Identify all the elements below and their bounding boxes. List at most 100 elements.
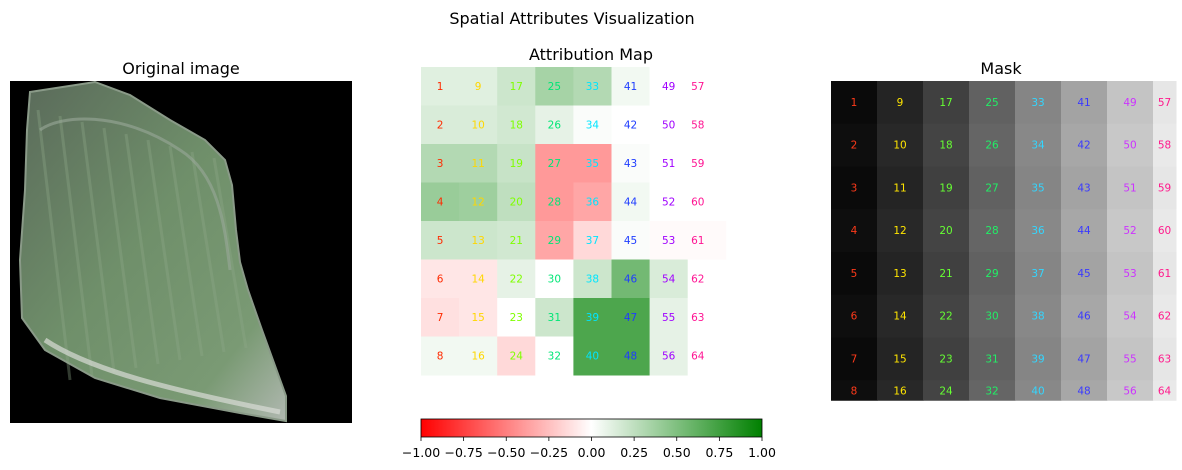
colorbar-ticks: −1.00 −0.75 −0.50 −0.25 0.00 0.25 0.50 0.75 1.00 [402, 437, 776, 460]
attribution-cell [497, 221, 536, 260]
attribution-cell [649, 105, 689, 145]
mask-segment-label: 42 [1077, 140, 1090, 152]
attribution-cell [649, 221, 689, 260]
mask-cell [1061, 81, 1108, 125]
attribution-segment-label: 12 [471, 196, 484, 208]
mask-segment-label: 35 [1031, 182, 1044, 194]
attribution-cell [649, 144, 689, 183]
attribution-segment-label: 57 [691, 81, 704, 93]
mask-segment-label: 18 [939, 140, 952, 152]
mask-cell [1153, 380, 1177, 401]
attribution-segment-label: 3 [437, 158, 444, 170]
mask-segment-label: 61 [1158, 268, 1171, 280]
attribution-segment-label: 60 [691, 196, 704, 208]
attribution-segment-label: 10 [471, 119, 484, 131]
attribution-cell [573, 182, 612, 222]
mask-cell [1015, 294, 1062, 338]
attribution-segment-label: 23 [510, 312, 523, 324]
attribution-cell [611, 67, 651, 106]
attribution-cell [573, 336, 612, 376]
mask-cell [831, 209, 878, 253]
mask-cell [1107, 294, 1154, 338]
attribution-cell [535, 67, 574, 106]
mask-segment-label: 22 [939, 311, 952, 323]
mask-cell [877, 166, 924, 210]
attribution-segment-label: 28 [548, 196, 561, 208]
mask-segment-label: 36 [1031, 225, 1045, 237]
mask-cell [1107, 81, 1154, 125]
figure-suptitle: Spatial Attributes Visualization [449, 9, 694, 28]
attribution-segment-label: 42 [624, 119, 637, 131]
attribution-segment-label: 38 [586, 273, 599, 285]
attribution-segment-label: 1 [437, 81, 444, 93]
mask-cell [1061, 123, 1108, 167]
mask-cell [1061, 294, 1108, 338]
mask-segment-label: 44 [1077, 225, 1091, 237]
attribution-segment-label: 20 [510, 196, 523, 208]
attribution-heatmap [421, 67, 727, 376]
mask-segment-label: 26 [985, 140, 999, 152]
attribution-cell [687, 298, 727, 337]
field-stripe [146, 139, 182, 361]
mask-segment-label: 30 [985, 311, 998, 323]
attribution-cell [459, 259, 498, 299]
mask-segment-label: 34 [1031, 140, 1045, 152]
mask-cell [969, 380, 1016, 401]
attribution-cell [497, 336, 536, 376]
mask-segment-label: 63 [1158, 353, 1171, 365]
mask-cell [831, 337, 878, 381]
mask-segment-label: 55 [1123, 353, 1136, 365]
attribution-segment-label: 16 [471, 350, 485, 362]
mask-segment-label: 16 [893, 385, 907, 397]
attribution-segment-label: 61 [691, 235, 704, 247]
attribution-segment-label: 35 [586, 158, 599, 170]
mask-segment-label: 5 [851, 268, 858, 280]
mask-cell [831, 252, 878, 296]
attribution-cell [649, 259, 689, 299]
mask-segment-label: 19 [939, 182, 952, 194]
mask-cell [1107, 209, 1154, 253]
mask-segment-label: 59 [1158, 182, 1171, 194]
colorbar-tick-label: −0.75 [444, 445, 482, 460]
attribution-cell [535, 105, 574, 145]
mask-segment-label: 62 [1158, 311, 1171, 323]
mask-segment-label: 58 [1158, 140, 1171, 152]
colorbar [420, 418, 763, 438]
attribution-segment-label: 40 [586, 350, 599, 362]
attribution-segment-label: 43 [624, 158, 637, 170]
attribution-cell [573, 144, 612, 183]
mask-segment-label: 6 [851, 311, 858, 323]
mask-segment-label: 8 [851, 385, 858, 397]
mask-cell [1061, 166, 1108, 210]
attribution-cell [497, 144, 536, 183]
attribution-cell [421, 221, 460, 260]
attribution-segment-label: 13 [471, 235, 484, 247]
attribution-cell [649, 67, 689, 106]
attribution-cell [649, 298, 689, 337]
attribution-cell [497, 67, 536, 106]
mask-segment-label: 31 [985, 353, 998, 365]
attribution-cell [421, 105, 460, 145]
mask-cell [923, 81, 970, 125]
attribution-cell [421, 67, 460, 106]
mask-segment-label: 47 [1077, 353, 1090, 365]
mask-cell [1153, 81, 1177, 125]
attribution-segment-label: 4 [437, 196, 444, 208]
mask-segment-label: 4 [851, 225, 858, 237]
mask-segment-label: 15 [893, 353, 906, 365]
mask-segment-label: 46 [1077, 311, 1091, 323]
attribution-cell [421, 144, 460, 183]
mask-cell [1153, 209, 1177, 253]
mask-segment-label: 21 [939, 268, 952, 280]
mask-segment-label: 54 [1123, 311, 1137, 323]
mask-segment-label: 52 [1123, 225, 1136, 237]
attribution-cell [459, 336, 498, 376]
colorbar-tick-label: −0.50 [487, 445, 525, 460]
mask-cell [923, 166, 970, 210]
mask-cell [1061, 337, 1108, 381]
mask-segment-label: 24 [939, 385, 953, 397]
attribution-cell [573, 67, 612, 106]
attribution-segment-label: 39 [586, 312, 599, 324]
attribution-cell [611, 259, 651, 299]
